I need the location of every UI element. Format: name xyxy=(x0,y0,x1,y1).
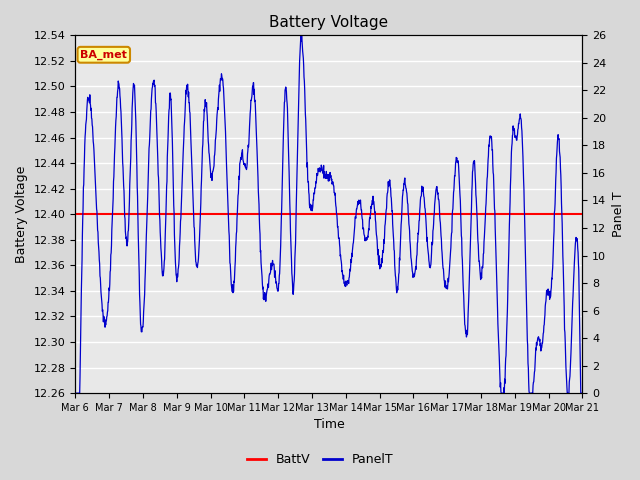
Y-axis label: Panel T: Panel T xyxy=(612,192,625,237)
Text: BA_met: BA_met xyxy=(81,49,127,60)
X-axis label: Time: Time xyxy=(314,419,344,432)
Title: Battery Voltage: Battery Voltage xyxy=(269,15,388,30)
Y-axis label: Battery Voltage: Battery Voltage xyxy=(15,166,28,263)
Legend: BattV, PanelT: BattV, PanelT xyxy=(242,448,398,471)
